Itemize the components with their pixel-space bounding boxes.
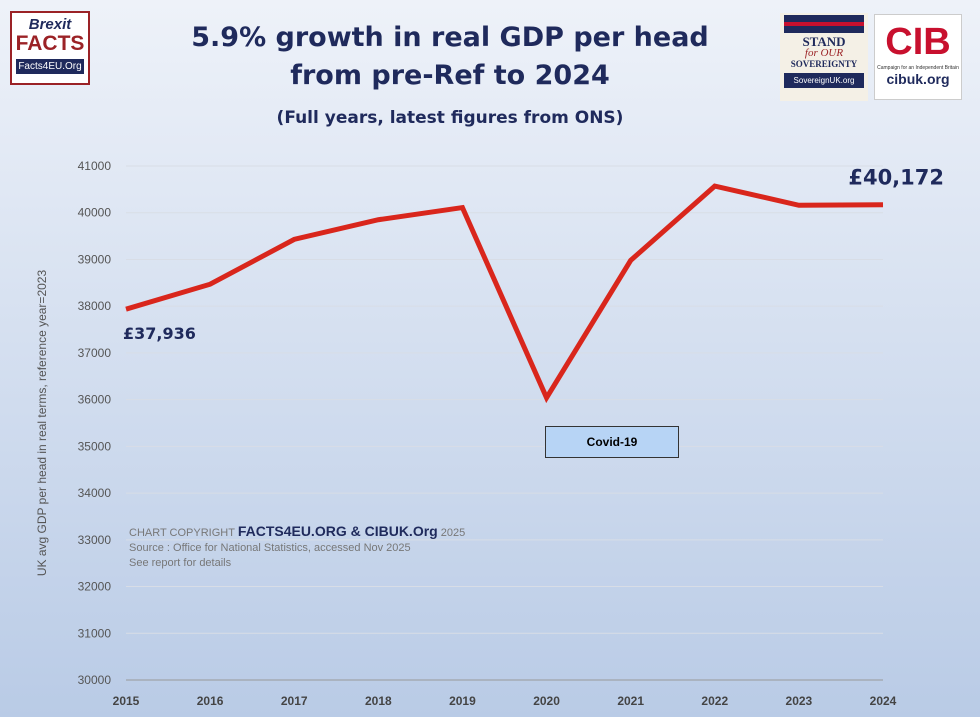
y-tick-label: 34000 xyxy=(78,486,112,500)
cib-logo: CIB Campaign for an Independent Britain … xyxy=(874,14,962,100)
x-tick-label: 2017 xyxy=(281,694,308,708)
logo-text: Brexit xyxy=(28,16,72,33)
report-note: See report for details xyxy=(129,557,232,569)
copyright-prefix: CHART COPYRIGHT xyxy=(129,527,235,539)
sovereignty-logo: STAND for OUR SOVEREIGNTY SovereignUK.or… xyxy=(780,13,868,101)
y-tick-label: 41000 xyxy=(78,159,112,173)
x-tick-label: 2020 xyxy=(533,694,560,708)
y-tick-label: 36000 xyxy=(78,393,112,407)
y-tick-label: 35000 xyxy=(78,439,112,453)
logo-text: Facts4EU.Org xyxy=(16,59,84,74)
copyright-block: CHART COPYRIGHT FACTS4EU.ORG & CIBUK.Org… xyxy=(129,524,465,571)
x-tick-label: 2015 xyxy=(113,694,140,708)
x-tick-label: 2019 xyxy=(449,694,476,708)
logo-text: CIB xyxy=(885,21,951,63)
union-flag-icon xyxy=(784,15,864,33)
logo-text: SOVEREIGNTY xyxy=(790,59,858,69)
x-tick-label: 2022 xyxy=(701,694,728,708)
y-tick-label: 30000 xyxy=(78,673,112,687)
x-tick-label: 2023 xyxy=(786,694,813,708)
y-axis-label: UK avg GDP per head in real terms, refer… xyxy=(35,270,49,577)
y-tick-label: 37000 xyxy=(78,346,112,360)
y-tick-label: 38000 xyxy=(78,299,112,313)
y-tick-label: 40000 xyxy=(78,206,112,220)
data-label-first: £37,936 xyxy=(123,324,196,343)
logo-text: Campaign for an Independent Britain xyxy=(877,65,959,71)
y-tick-label: 33000 xyxy=(78,533,112,547)
chart-title-line1: 5.9% growth in real GDP per head xyxy=(191,22,709,53)
y-tick-label: 32000 xyxy=(78,580,112,594)
copyright-year: 2025 xyxy=(440,527,466,539)
covid-annotation: Covid-19 xyxy=(545,426,679,458)
logo-text: for OUR xyxy=(804,47,844,59)
x-tick-label: 2016 xyxy=(197,694,224,708)
source-note: Source : Office for National Statistics,… xyxy=(129,542,411,554)
y-tick-label: 39000 xyxy=(78,252,112,266)
x-tick-label: 2021 xyxy=(617,694,644,708)
x-tick-label: 2024 xyxy=(870,694,897,708)
data-label-last: £40,172 xyxy=(848,166,944,190)
logo-text: FACTS xyxy=(15,32,85,55)
chart-title-line2: from pre-Ref to 2024 xyxy=(290,60,610,91)
x-tick-label: 2018 xyxy=(365,694,392,708)
y-tick-label: 31000 xyxy=(78,626,112,640)
series-line xyxy=(125,183,884,404)
logo-text: STAND xyxy=(802,34,846,49)
brexit-facts-logo: Brexit FACTS Facts4EU.Org xyxy=(10,11,90,85)
logo-text: SovereignUK.org xyxy=(784,73,864,88)
logo-text: cibuk.org xyxy=(886,71,950,87)
chart-subtitle: (Full years, latest figures from ONS) xyxy=(276,108,624,128)
copyright-owners: FACTS4EU.ORG & CIBUK.Org xyxy=(237,523,438,539)
